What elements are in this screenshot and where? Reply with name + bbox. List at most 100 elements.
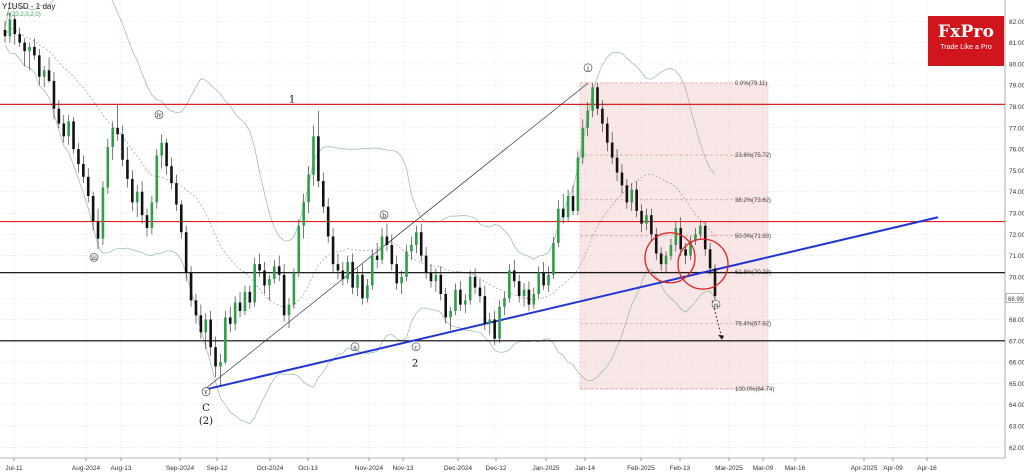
x-tick-label: Apr-2025	[851, 465, 878, 472]
projection-arrow-line	[711, 300, 723, 339]
x-tick-label: Oct-2024	[257, 465, 284, 472]
candle-body	[498, 306, 501, 339]
candle-body	[204, 319, 208, 333]
candle-body	[91, 195, 95, 222]
candle-body	[463, 300, 467, 305]
fxpro-logo: FxPro Trade Like a Pro	[928, 16, 1004, 66]
x-tick-label: Jan-14	[575, 465, 595, 472]
candle-body	[503, 298, 506, 307]
candle-body	[699, 225, 702, 235]
candle-body	[86, 176, 90, 196]
candle-body	[390, 244, 394, 265]
candle-body	[493, 319, 496, 339]
candle-body	[268, 279, 271, 286]
wave-label: 2	[412, 358, 418, 369]
candle-body	[214, 347, 217, 367]
candle-body	[263, 270, 266, 286]
x-tick-label: Mar-09	[753, 465, 774, 472]
y-tick-label: 78.00	[1009, 104, 1024, 111]
x-tick-label: Apr-09	[883, 465, 903, 472]
y-tick-label: 77.00	[1009, 125, 1024, 132]
y-tick-label: 70.00	[1009, 274, 1024, 281]
candle-body	[429, 272, 433, 282]
wave-label-circle	[154, 110, 164, 119]
candle-body	[331, 236, 335, 265]
candle-body	[640, 210, 643, 224]
projection-arrowhead	[718, 334, 724, 340]
x-tick-label: Aug-2024	[72, 465, 101, 472]
lower-band	[4, 44, 716, 425]
candle-body	[645, 215, 648, 224]
candle-body	[62, 123, 66, 137]
candle-body	[552, 242, 555, 275]
candle-body	[13, 19, 17, 35]
candle-body	[370, 255, 374, 286]
candle-body	[605, 123, 609, 143]
candle-body	[625, 185, 629, 203]
wave-label: i	[587, 65, 589, 72]
fib-level-label: 23.6%(75.72)	[735, 153, 771, 159]
x-tick-label: Nov-2024	[355, 465, 384, 472]
y-tick-label: 81.00	[1009, 40, 1024, 47]
y-tick-label: 74.00	[1009, 189, 1024, 196]
candle-body	[517, 281, 521, 297]
candle-body	[542, 272, 545, 286]
candle-body	[522, 289, 526, 297]
candle-body	[224, 317, 227, 363]
candle-body	[591, 87, 594, 111]
chart-subtitle: A(20,2,0,2,0)	[6, 12, 41, 18]
wave-label: iii	[713, 303, 719, 309]
last-price-tag	[1005, 293, 1024, 303]
x-tick-label: Apr-16	[917, 465, 937, 472]
candle-body	[287, 304, 291, 316]
candle-body	[615, 157, 619, 173]
y-tick-label: 76.00	[1009, 147, 1024, 154]
candle-body	[131, 178, 134, 203]
x-tick-label: Nov-13	[393, 465, 414, 472]
candle-body	[106, 146, 110, 188]
logo-name: FxPro	[937, 22, 995, 42]
candle-body	[694, 234, 697, 241]
candle-body	[160, 142, 163, 156]
candle-body	[419, 232, 423, 256]
wave-label: b	[382, 212, 386, 219]
x-tick-label: Dec-2024	[444, 465, 473, 472]
highlight-circle	[644, 232, 696, 284]
candle-body	[366, 285, 369, 299]
candle-body	[28, 46, 31, 52]
candle-body	[449, 311, 452, 318]
candle-body	[708, 249, 712, 269]
candle-body	[184, 232, 188, 273]
upper-band	[4, 0, 716, 260]
candle-body	[601, 108, 604, 124]
candle-body	[679, 227, 683, 250]
y-tick-label: 65.00	[1009, 381, 1024, 388]
candle-body	[395, 264, 399, 284]
wave-label-circle	[89, 253, 99, 262]
candle-body	[375, 255, 379, 260]
x-tick-label: Mar-2025	[715, 465, 743, 472]
candle-body	[400, 276, 403, 284]
candle-body	[189, 272, 193, 301]
candle-body	[454, 289, 457, 312]
candle-body	[361, 274, 364, 299]
wave-label: a	[353, 344, 357, 351]
wave-label: (2)	[199, 416, 213, 427]
candle-body	[512, 270, 516, 282]
candle-body	[307, 174, 310, 203]
wave-label: iii	[91, 255, 97, 262]
wave-label: iv	[156, 112, 162, 119]
x-tick-label: Sep-12	[207, 465, 228, 472]
candle-body	[179, 204, 183, 233]
wave-label: C	[202, 403, 210, 414]
fib-level-label: 50.0%(71.93)	[735, 234, 771, 240]
x-tick-label: Oct-13	[298, 465, 318, 472]
candle-body	[297, 225, 301, 273]
candle-body	[444, 293, 447, 318]
candle-body	[302, 202, 305, 226]
candle-body	[248, 291, 252, 303]
candle-body	[150, 202, 154, 228]
candle-body	[67, 121, 70, 137]
